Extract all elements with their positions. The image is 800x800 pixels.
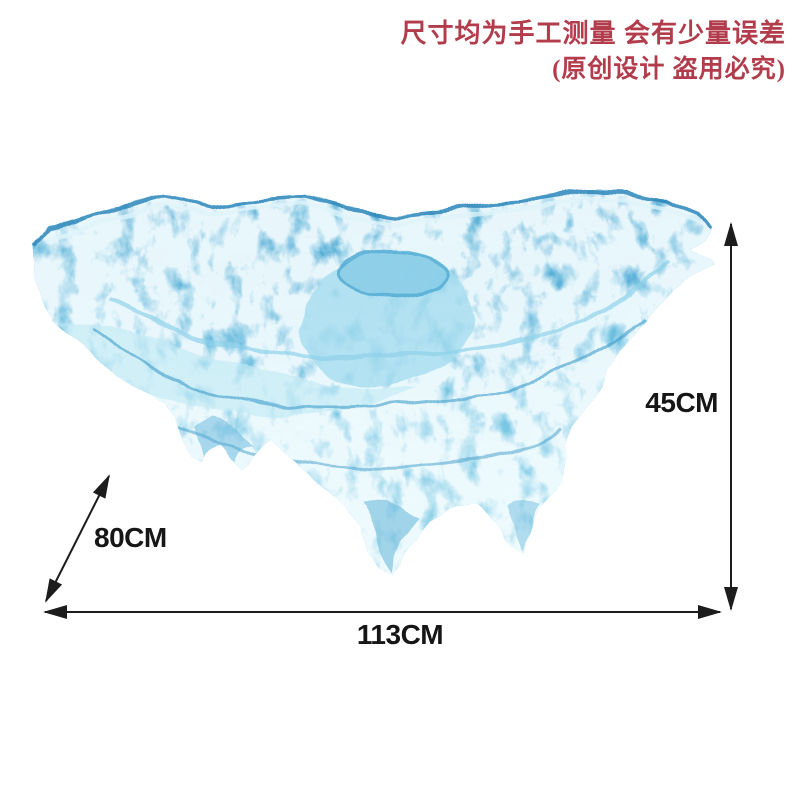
shelf-highlight xyxy=(60,320,420,416)
drip-shading-center xyxy=(360,498,420,574)
rim-edge xyxy=(30,189,712,249)
depth-dimension-arrow xyxy=(45,474,110,603)
rim-inner-highlight xyxy=(43,195,697,246)
height-dimension-label: 45CM xyxy=(645,387,718,418)
product-image xyxy=(30,189,712,576)
dimension-lines xyxy=(43,222,738,619)
copyright-notice-text: (原创设计 盗用必究) xyxy=(552,56,786,83)
measure-disclaimer-text: 尺寸均为手工测量 会有少量误差 xyxy=(400,19,786,48)
depth-dimension-label: 80CM xyxy=(94,522,167,553)
mound-top xyxy=(334,250,450,298)
drip-shading-right xyxy=(505,500,540,552)
inner-edge-line-3 xyxy=(109,260,670,359)
inner-edge-line-1 xyxy=(94,316,646,411)
width-dimension-label: 113CM xyxy=(356,619,444,650)
header-note: 尺寸均为手工测量 会有少量误差 (原创设计 盗用必究) xyxy=(400,16,786,88)
